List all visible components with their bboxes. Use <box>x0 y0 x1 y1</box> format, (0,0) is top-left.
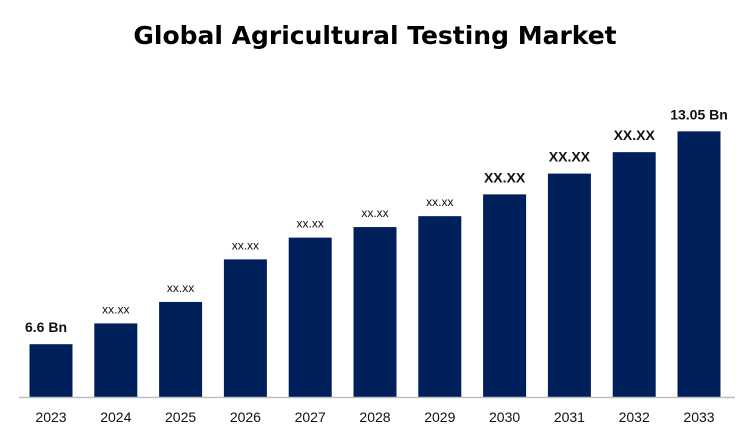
bar-2025 <box>159 301 203 397</box>
bar-2023 <box>29 344 73 397</box>
bar-2026 <box>223 259 267 397</box>
data-label: 6.6 Bn <box>25 319 67 335</box>
data-label: xx.xx <box>297 217 324 231</box>
bar-2029 <box>418 216 462 397</box>
chart-title: Global Agricultural Testing Market <box>133 21 616 50</box>
data-label: xx.xx <box>426 195 453 209</box>
data-label: XX.XX <box>484 169 526 185</box>
x-tick-label: 2030 <box>489 409 520 425</box>
x-tick-label: 2033 <box>683 409 714 425</box>
data-label: xx.xx <box>232 238 259 252</box>
data-label: 13.05 Bn <box>670 106 728 122</box>
bar-2024 <box>94 323 138 397</box>
data-label: XX.XX <box>549 149 591 165</box>
x-tick-label: 2024 <box>100 409 131 425</box>
x-tick-label: 2026 <box>230 409 261 425</box>
x-tick-label: 2028 <box>359 409 390 425</box>
data-label: xx.xx <box>102 302 129 316</box>
data-label: XX.XX <box>614 127 656 143</box>
bar-2032 <box>612 152 656 397</box>
x-tick-label: 2023 <box>35 409 66 425</box>
bar-2030 <box>483 194 527 397</box>
x-tick-label: 2032 <box>619 409 650 425</box>
x-tick-label: 2027 <box>295 409 326 425</box>
bar-2027 <box>288 237 332 397</box>
x-tick-label: 2025 <box>165 409 196 425</box>
x-tick-label: 2029 <box>424 409 455 425</box>
data-label: xx.xx <box>361 206 388 220</box>
data-label: xx.xx <box>167 281 194 295</box>
bar-2031 <box>547 173 591 397</box>
bar-2033 <box>677 131 721 397</box>
bar-2028 <box>353 227 397 397</box>
x-tick-label: 2031 <box>554 409 585 425</box>
